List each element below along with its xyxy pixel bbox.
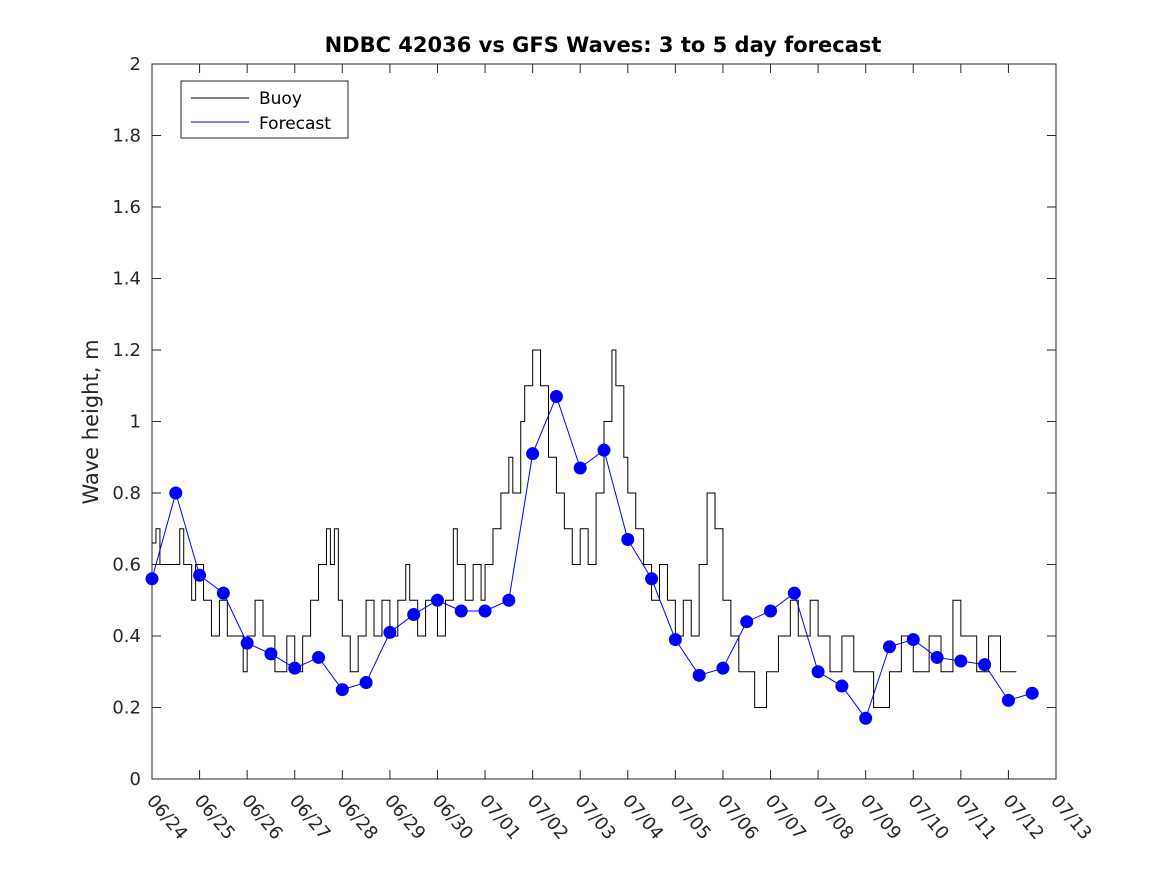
- forecast-point: [787, 586, 801, 600]
- forecast-point: [740, 615, 754, 629]
- y-tick-label: 0.4: [112, 626, 141, 647]
- forecast-point: [549, 389, 563, 403]
- forecast-point: [478, 604, 492, 618]
- forecast-point: [930, 650, 944, 664]
- forecast-point: [264, 647, 278, 661]
- y-tick-label: 1.6: [112, 197, 141, 218]
- forecast-point: [668, 633, 682, 647]
- buoy-series-line: [152, 349, 1017, 708]
- forecast-point: [882, 640, 896, 654]
- legend: Buoy Forecast: [180, 80, 349, 139]
- y-tick-label: 0: [130, 769, 141, 790]
- forecast-point: [573, 461, 587, 475]
- forecast-point: [502, 593, 516, 607]
- forecast-point: [312, 650, 326, 664]
- forecast-point: [597, 443, 611, 457]
- y-tick-label: 1: [130, 412, 141, 433]
- y-tick-label: 0.6: [112, 555, 141, 576]
- plot-area: [145, 63, 1057, 780]
- y-tick-label: 1.2: [112, 340, 141, 361]
- forecast-point: [978, 658, 992, 672]
- y-axis-label: Wave height, m: [79, 339, 103, 504]
- y-tick-label: 0.8: [112, 483, 141, 504]
- forecast-point: [383, 625, 397, 639]
- forecast-point: [216, 586, 230, 600]
- chart-title: NDBC 42036 vs GFS Waves: 3 to 5 day fore…: [325, 33, 882, 57]
- forecast-point: [811, 665, 825, 679]
- forecast-point: [954, 654, 968, 668]
- legend-forecast-label: Forecast: [259, 114, 331, 134]
- forecast-point: [407, 608, 421, 622]
- forecast-point: [169, 486, 183, 500]
- forecast-point: [764, 604, 778, 618]
- forecast-point: [240, 636, 254, 650]
- legend-box: [180, 80, 349, 139]
- forecast-point: [335, 683, 349, 697]
- forecast-point: [1025, 686, 1039, 700]
- forecast-point: [454, 604, 468, 618]
- forecast-point: [526, 447, 540, 461]
- forecast-point: [645, 572, 659, 586]
- forecast-point: [906, 633, 920, 647]
- forecast-point: [716, 661, 730, 675]
- forecast-point: [621, 532, 635, 546]
- forecast-point: [359, 675, 373, 689]
- forecast-point: [193, 568, 207, 582]
- forecast-point: [859, 711, 873, 725]
- forecast-point: [430, 593, 444, 607]
- y-tick-label: 2: [130, 54, 141, 75]
- y-tick-label: 1.8: [112, 126, 141, 147]
- y-tick-label: 1.4: [112, 269, 141, 290]
- forecast-point: [1001, 693, 1015, 707]
- legend-buoy-label: Buoy: [259, 89, 302, 109]
- forecast-point: [835, 679, 849, 693]
- forecast-point: [145, 572, 159, 586]
- forecast-point: [288, 661, 302, 675]
- forecast-point: [692, 668, 706, 682]
- y-tick-label: 0.2: [112, 698, 141, 719]
